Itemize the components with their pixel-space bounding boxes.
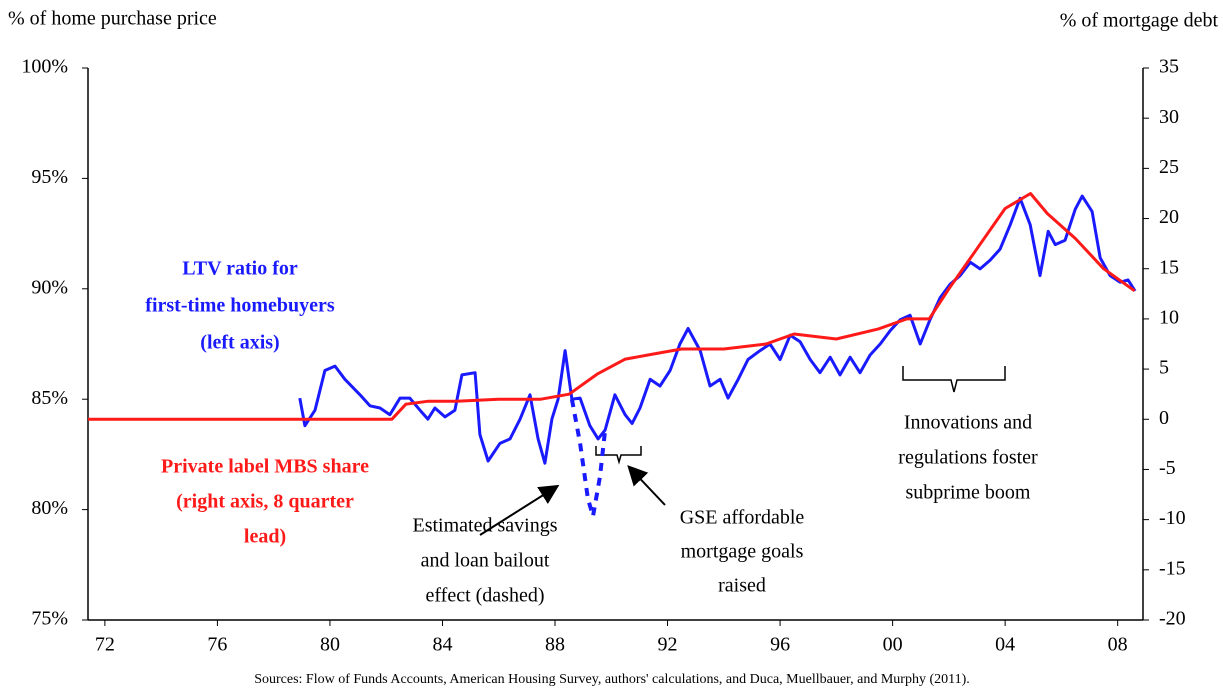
- x-tick-label: 80: [320, 634, 340, 656]
- y2-tick-label: -20: [1159, 608, 1186, 630]
- y-tick-label: 95%: [31, 166, 68, 188]
- y2-tick-label: -5: [1159, 457, 1176, 479]
- y2-tick-label: 35: [1159, 56, 1179, 78]
- annotation: raised: [718, 575, 766, 597]
- x-tick-label: 96: [770, 634, 790, 656]
- y-tick-label: 80%: [31, 497, 68, 519]
- data-line: [88, 192, 1136, 421]
- y2-tick-label: 25: [1159, 156, 1179, 178]
- x-tick-label: 92: [658, 634, 678, 656]
- y-tick-label: 75%: [31, 608, 68, 630]
- x-tick-label: 88: [545, 634, 565, 656]
- annotation: mortgage goals: [681, 541, 804, 563]
- x-tick-label: 72: [95, 634, 115, 656]
- y2-tick-label: 0: [1159, 407, 1169, 429]
- annotation: (right axis, 8 quarter: [176, 491, 354, 513]
- source-note: Sources: Flow of Funds Accounts, America…: [254, 672, 970, 687]
- x-tick-label: 08: [1108, 634, 1128, 656]
- arrow: [627, 465, 666, 506]
- y-axis-title: % of home purchase price: [8, 8, 217, 30]
- y2-tick-label: 20: [1159, 206, 1179, 228]
- x-tick-label: 76: [207, 634, 227, 656]
- arrow: [479, 484, 560, 536]
- y2-tick-label: -15: [1159, 557, 1186, 579]
- y2-tick-label: -10: [1159, 507, 1186, 529]
- y-tick-label: 100%: [21, 56, 68, 78]
- annotation: and loan bailout: [421, 550, 550, 572]
- annotation: lead): [244, 526, 286, 548]
- y-tick-label: 90%: [31, 276, 68, 298]
- annotation: first-time homebuyers: [145, 295, 335, 317]
- annotation: Private label MBS share: [161, 456, 369, 478]
- annotation: LTV ratio for: [182, 258, 298, 280]
- y2-axis-title: % of mortgage debt: [1060, 10, 1219, 32]
- annotation: (left axis): [200, 332, 279, 354]
- y-tick-label: 85%: [31, 387, 68, 409]
- y2-tick-label: 15: [1159, 256, 1179, 278]
- y2-tick-label: 5: [1159, 357, 1169, 379]
- annotation: GSE affordable: [680, 507, 805, 529]
- bracket: [902, 366, 1006, 393]
- annotation: subprime boom: [906, 482, 1031, 504]
- y2-tick-label: 30: [1159, 106, 1179, 128]
- data-line: [298, 194, 1137, 465]
- data-line: [569, 398, 608, 519]
- y2-tick-label: 10: [1159, 307, 1179, 329]
- annotation: regulations foster: [898, 447, 1038, 469]
- annotation: effect (dashed): [425, 585, 544, 607]
- bracket: [595, 446, 642, 465]
- x-tick-label: 04: [995, 634, 1015, 656]
- x-tick-label: 84: [432, 634, 452, 656]
- annotation: Innovations and: [904, 412, 1032, 434]
- x-tick-label: 00: [883, 634, 903, 656]
- annotation: Estimated savings: [413, 515, 558, 537]
